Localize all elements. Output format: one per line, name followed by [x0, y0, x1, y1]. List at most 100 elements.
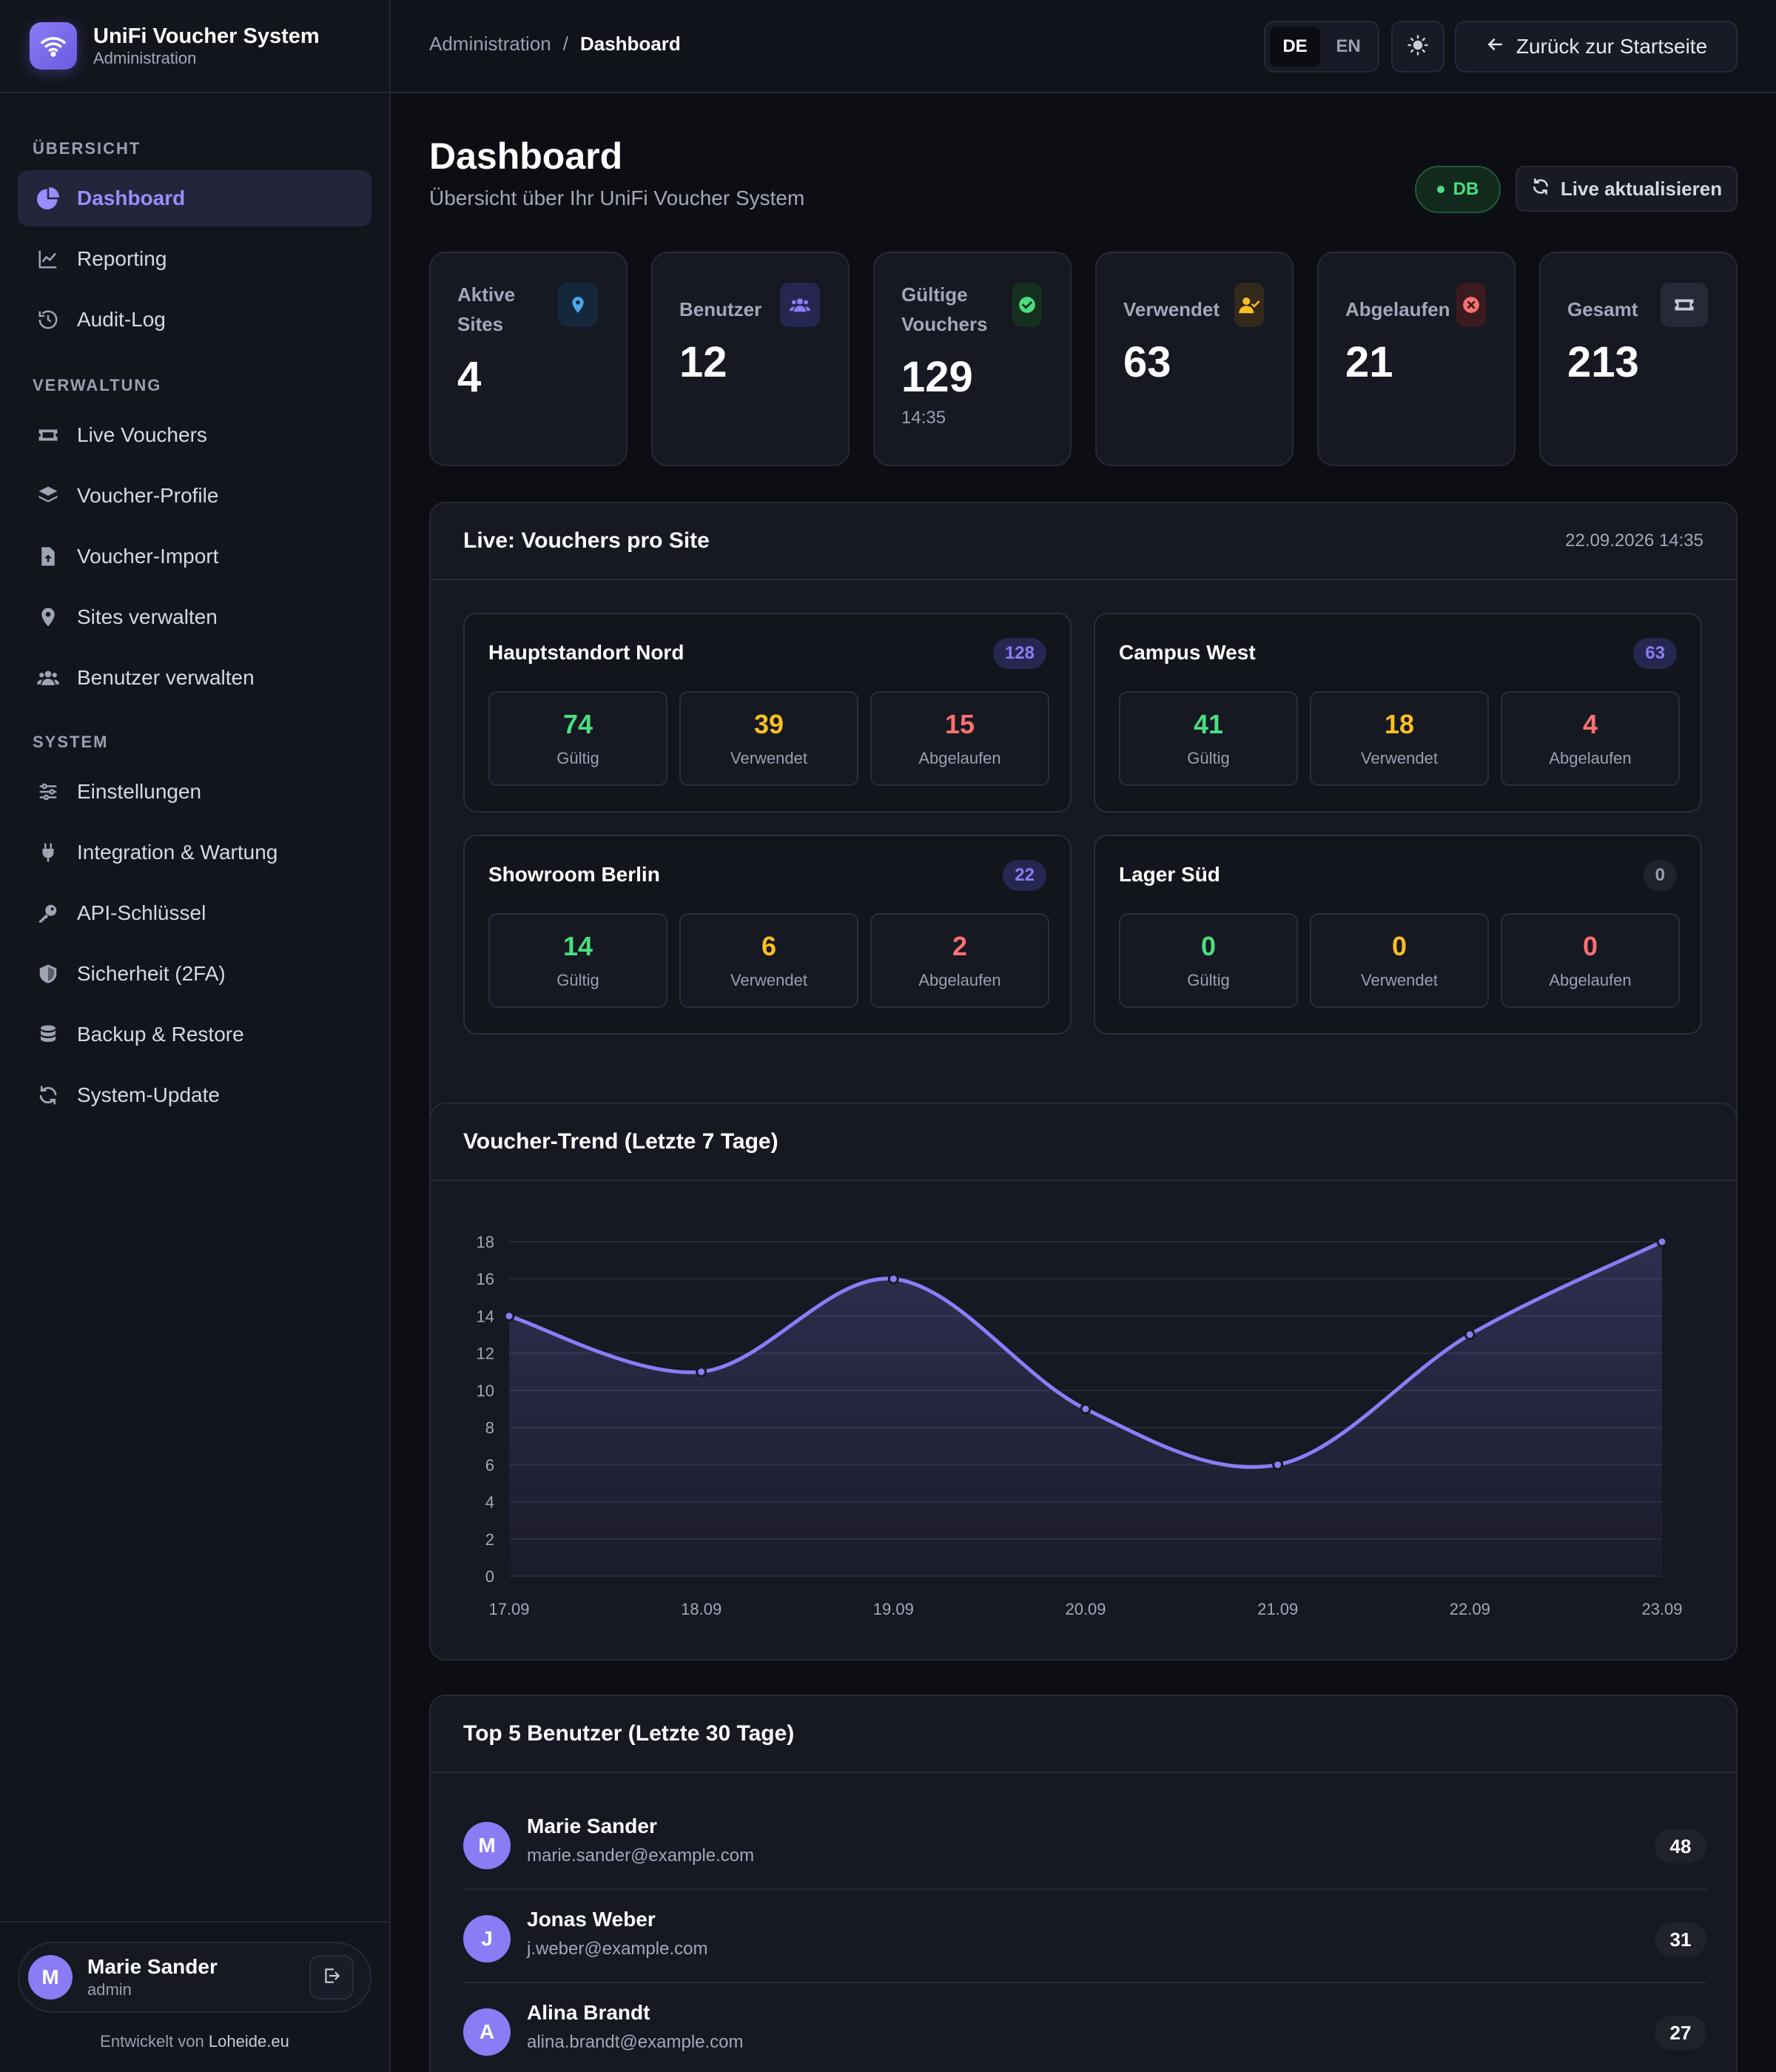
- metric-value: 41: [1193, 709, 1224, 739]
- sidebar-item-backup[interactable]: Backup & Restore: [18, 1006, 371, 1063]
- sidebar-item-label: Dashboard: [77, 186, 186, 209]
- sidebar-item-system-update[interactable]: System-Update: [18, 1067, 371, 1123]
- credit-text: Entwickelt von: [100, 2032, 204, 2051]
- sidebar-item-audit-log[interactable]: Audit-Log: [18, 292, 371, 348]
- stat-value: 63: [1123, 338, 1171, 386]
- wifi-icon: [30, 22, 77, 70]
- lang-en-button[interactable]: EN: [1336, 36, 1361, 56]
- x-tick-label: 19.09: [873, 1600, 914, 1618]
- panel-title: Top 5 Benutzer (Letzte 30 Tage): [463, 1721, 795, 1746]
- metric-expired: 15 Abgelaufen: [870, 691, 1049, 786]
- credit-link[interactable]: Loheide.eu: [208, 2032, 289, 2051]
- logout-button[interactable]: [309, 1955, 354, 1999]
- y-tick-label: 8: [485, 1419, 494, 1437]
- breadcrumb-item-administration[interactable]: Administration: [429, 33, 551, 55]
- panel-timestamp: 22.09.2026 14:35: [1565, 531, 1703, 551]
- y-tick-label: 0: [485, 1567, 494, 1586]
- site-count-badge: 63: [1633, 638, 1677, 669]
- sidebar-item-security[interactable]: Sicherheit (2FA): [18, 946, 371, 1002]
- db-status-badge: DB: [1415, 166, 1501, 213]
- brand[interactable]: UniFi Voucher System Administration: [0, 0, 389, 93]
- stat-value: 12: [679, 338, 727, 386]
- lang-de-button[interactable]: DE: [1270, 27, 1320, 67]
- y-tick-label: 16: [477, 1270, 494, 1288]
- file-upload-icon: [36, 544, 61, 569]
- metric-value: 18: [1384, 709, 1415, 739]
- sidebar-item-settings[interactable]: Einstellungen: [18, 764, 371, 820]
- panel-title: Live: Vouchers pro Site: [463, 528, 710, 553]
- x-tick-label: 20.09: [1065, 1600, 1106, 1618]
- user-name: Marie Sander: [87, 1955, 218, 1978]
- x-tick-label: 18.09: [681, 1600, 722, 1618]
- sidebar-item-api-keys[interactable]: API-Schlüssel: [18, 885, 371, 941]
- list-item[interactable]: A Alina Brandt alina.brandt@example.com …: [463, 1983, 1706, 2072]
- voucher-count-badge: 31: [1655, 1923, 1706, 1957]
- metric-label: Gültig: [556, 971, 599, 989]
- metric-value: 39: [753, 709, 784, 739]
- metric-label: Gültig: [1187, 971, 1230, 989]
- sun-icon: [1407, 34, 1429, 60]
- y-tick-label: 2: [485, 1530, 494, 1549]
- stat-card-valid-vouchers: Gültige Vouchers 129 14:35: [873, 252, 1072, 466]
- metric-used: 6 Verwendet: [679, 913, 858, 1008]
- user-check-icon: [1234, 283, 1264, 327]
- sidebar-item-reporting[interactable]: Reporting: [18, 231, 371, 287]
- metric-value: 6: [761, 931, 777, 961]
- sidebar-item-users[interactable]: Benutzer verwalten: [18, 650, 371, 706]
- sidebar-item-voucher-import[interactable]: Voucher-Import: [18, 528, 371, 585]
- metric-label: Verwendet: [730, 749, 807, 767]
- metric-used: 39 Verwendet: [679, 691, 858, 786]
- metric-value: 2: [952, 931, 968, 961]
- sidebar-item-live-vouchers[interactable]: Live Vouchers: [18, 407, 371, 463]
- live-refresh-button[interactable]: Live aktualisieren: [1516, 166, 1738, 212]
- x-tick-label: 23.09: [1641, 1600, 1682, 1618]
- main-content: Dashboard Übersicht über Ihr UniFi Vouch…: [391, 95, 1776, 2072]
- arrow-left-icon: [1485, 35, 1504, 59]
- site-card-hauptstandort-nord: Hauptstandort Nord 128 74 Gültig 39 Verwen…: [463, 613, 1072, 813]
- sidebar-item-label: API-Schlüssel: [77, 901, 206, 924]
- sidebar-item-sites[interactable]: Sites verwalten: [18, 589, 371, 645]
- map-pin-icon: [558, 283, 598, 327]
- metric-used: 0 Verwendet: [1310, 913, 1489, 1008]
- metric-label: Verwendet: [1361, 971, 1438, 989]
- list-item[interactable]: M Marie Sander marie.sander@example.com …: [463, 1797, 1706, 1890]
- sidebar-item-dashboard[interactable]: Dashboard: [18, 170, 371, 226]
- y-tick-label: 14: [477, 1307, 494, 1325]
- stat-label: Aktive Sites: [457, 283, 516, 335]
- stat-value: 4: [457, 353, 482, 401]
- data-point: [887, 1273, 899, 1285]
- page-title: Dashboard: [429, 135, 623, 177]
- stat-label: Gesamt: [1567, 298, 1638, 320]
- x-circle-icon: [1456, 283, 1486, 327]
- user-card[interactable]: M Marie Sander admin: [18, 1942, 371, 2013]
- metric-valid: 74 Gültig: [488, 691, 667, 786]
- back-button-label: Zurück zur Startseite: [1516, 35, 1708, 58]
- sidebar-item-label: Einstellungen: [77, 780, 202, 803]
- y-tick-label: 12: [477, 1345, 494, 1363]
- data-point: [503, 1310, 515, 1322]
- refresh-icon: [36, 1083, 61, 1108]
- stat-card-total: Gesamt 213: [1539, 252, 1738, 466]
- sidebar-item-label: Live Vouchers: [77, 423, 207, 446]
- metric-label: Gültig: [556, 749, 599, 767]
- sidebar-item-label: Audit-Log: [77, 308, 166, 331]
- data-point: [1272, 1459, 1284, 1470]
- theme-toggle-button[interactable]: [1391, 21, 1444, 73]
- user-email: j.weber@example.com: [527, 1939, 708, 1959]
- metric-label: Abgelaufen: [1549, 971, 1632, 989]
- metric-value: 14: [562, 931, 593, 961]
- check-circle-icon: [1012, 283, 1042, 327]
- sidebar-item-integration[interactable]: Integration & Wartung: [18, 824, 371, 881]
- site-count-badge: 128: [992, 638, 1046, 669]
- avatar: M: [463, 1822, 511, 1869]
- sidebar-item-voucher-profile[interactable]: Voucher-Profile: [18, 468, 371, 524]
- ticket-icon: [36, 423, 61, 448]
- user-panel: M Marie Sander admin Entwickelt von Lohe…: [0, 1921, 389, 2072]
- list-item[interactable]: J Jonas Weber j.weber@example.com 31: [463, 1890, 1706, 1983]
- page-subtitle: Übersicht über Ihr UniFi Voucher System: [429, 186, 805, 209]
- back-to-home-button[interactable]: Zurück zur Startseite: [1455, 21, 1738, 73]
- stat-card-sites: Aktive Sites 4: [429, 252, 628, 466]
- voucher-trend-chart: 0 2 4 6 8 10 12 14 16 18 17.09 18.09 19.09 20.09 21.09…: [477, 1233, 1683, 1618]
- data-point: [1080, 1403, 1092, 1415]
- nav-section-overview: ÜBERSICHT: [33, 139, 141, 158]
